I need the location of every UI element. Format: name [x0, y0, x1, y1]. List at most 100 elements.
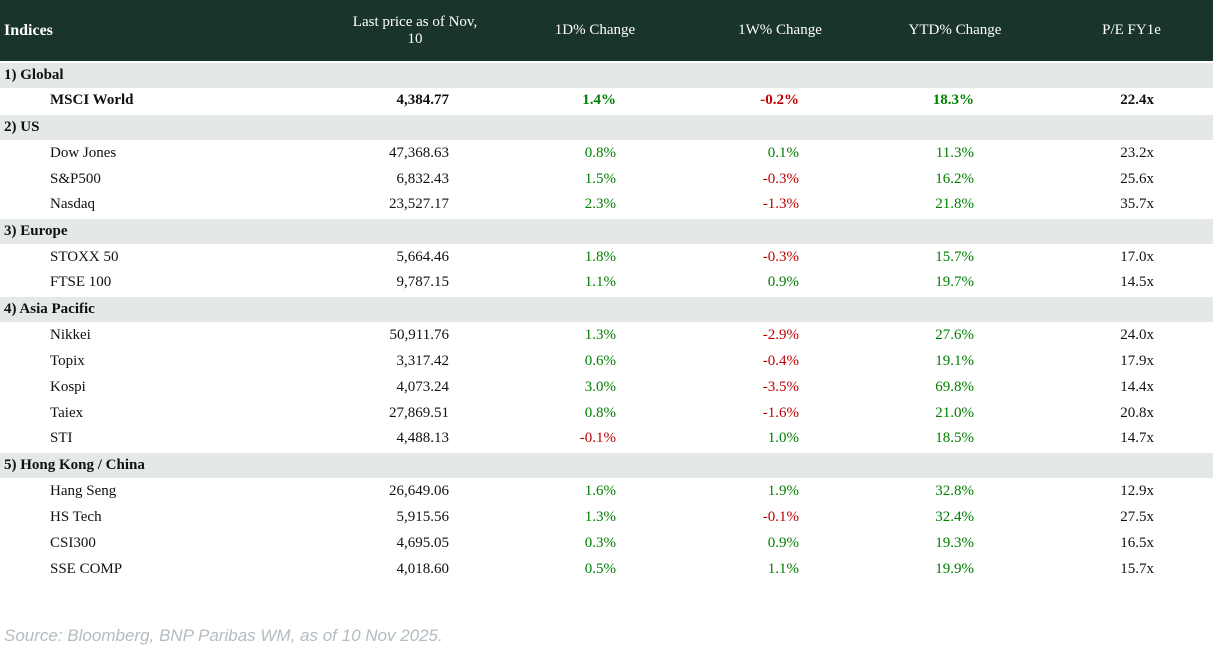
index-name: Nikkei — [50, 326, 91, 343]
index-name: S&P500 — [50, 170, 101, 187]
1w-change-cell: -0.3% — [762, 248, 799, 265]
pe-fy1e-cell: 17.9x — [1120, 352, 1154, 369]
table-row: Nasdaq 23,527.17 2.3% -1.3% 21.8% 35.7x — [0, 192, 1213, 218]
table-row: Taiex 27,869.51 0.8% -1.6% 21.0% 20.8x — [0, 400, 1213, 426]
1d-change-cell: 1.6% — [584, 482, 616, 499]
1w-change-cell: 0.9% — [767, 534, 799, 551]
last-price-cell: 4,018.60 — [396, 560, 450, 577]
last-price-cell: 27,869.51 — [389, 404, 449, 421]
table-row: Topix 3,317.42 0.6% -0.4% 19.1% 17.9x — [0, 348, 1213, 374]
column-header-1d-change: 1D% Change — [490, 0, 700, 62]
section-row: 3) Europe — [0, 217, 1213, 245]
pe-fy1e-cell: 20.8x — [1120, 404, 1154, 421]
ytd-change-cell: 19.3% — [935, 534, 974, 551]
1w-change-cell: -0.3% — [762, 170, 799, 187]
ytd-change-cell: 19.9% — [935, 560, 974, 577]
1d-change-cell: 0.6% — [584, 352, 616, 369]
table-row: MSCI World 4,384.77 1.4% -0.2% 18.3% 22.4x — [0, 88, 1213, 114]
ytd-change-cell: 27.6% — [935, 326, 974, 343]
index-name: Dow Jones — [50, 144, 117, 161]
last-price-cell: 4,073.24 — [396, 378, 450, 395]
last-price-cell: 23,527.17 — [389, 196, 449, 212]
index-name: STOXX 50 — [50, 248, 119, 265]
table-row: Dow Jones 47,368.63 0.8% 0.1% 11.3% 23.2x — [0, 140, 1213, 166]
1w-change-cell: -0.1% — [762, 508, 799, 525]
1w-change-cell: 1.0% — [767, 430, 799, 446]
column-header-last-price: Last price as of Nov, 10 — [340, 0, 490, 62]
1w-change-cell: -2.9% — [762, 326, 799, 343]
column-header-ytd-change: YTD% Change — [860, 0, 1050, 62]
last-price-cell: 5,664.46 — [396, 248, 450, 265]
ytd-change-cell: 21.8% — [935, 196, 974, 212]
table-row: S&P500 6,832.43 1.5% -0.3% 16.2% 25.6x — [0, 166, 1213, 192]
table-body: 1) Global MSCI World 4,384.77 1.4% -0.2% 18.3… — [0, 61, 1213, 582]
1w-change-cell: -1.3% — [762, 196, 799, 212]
last-price-cell: 47,368.63 — [389, 144, 449, 161]
table-row: Hang Seng 26,649.06 1.6% 1.9% 32.8% 12.9x — [0, 478, 1213, 504]
section-label: 1) Global — [0, 61, 1213, 89]
index-name: Hang Seng — [50, 482, 117, 499]
index-name: MSCI World — [50, 92, 134, 109]
index-name: CSI300 — [50, 534, 96, 551]
table-row: SSE COMP 4,018.60 0.5% 1.1% 19.9% 15.7x — [0, 556, 1213, 582]
1w-change-cell: 0.1% — [767, 144, 799, 161]
last-price-cell: 4,488.13 — [396, 430, 450, 446]
1w-change-cell: -0.4% — [762, 352, 799, 369]
pe-fy1e-cell: 12.9x — [1120, 482, 1154, 499]
1w-change-cell: -0.2% — [760, 92, 799, 109]
index-name: Kospi — [50, 378, 86, 395]
pe-fy1e-cell: 23.2x — [1120, 144, 1154, 161]
section-row: 5) Hong Kong / China — [0, 451, 1213, 479]
section-label: 3) Europe — [0, 217, 1213, 245]
section-label: 4) Asia Pacific — [0, 295, 1213, 323]
ytd-change-cell: 21.0% — [935, 404, 974, 421]
1d-change-cell: 1.8% — [584, 248, 616, 265]
ytd-change-cell: 19.7% — [935, 274, 974, 290]
ytd-change-cell: 18.3% — [932, 92, 974, 109]
index-name: STI — [50, 430, 73, 446]
section-row: 2) US — [0, 113, 1213, 141]
table-row: FTSE 100 9,787.15 1.1% 0.9% 19.7% 14.5x — [0, 270, 1213, 296]
1d-change-cell: 2.3% — [584, 196, 616, 212]
pe-fy1e-cell: 27.5x — [1120, 508, 1154, 525]
last-price-cell: 3,317.42 — [396, 352, 450, 369]
1d-change-cell: -0.1% — [579, 430, 616, 446]
table-row: STOXX 50 5,664.46 1.8% -0.3% 15.7% 17.0x — [0, 244, 1213, 270]
1d-change-cell: 1.5% — [584, 170, 616, 187]
1d-change-cell: 1.4% — [582, 92, 616, 109]
table-row: STI 4,488.13 -0.1% 1.0% 18.5% 14.7x — [0, 426, 1213, 452]
1w-change-cell: -1.6% — [762, 404, 799, 421]
1d-change-cell: 3.0% — [584, 378, 616, 395]
1w-change-cell: 1.1% — [767, 560, 799, 577]
column-header-pe-fy1e: P/E FY1e — [1050, 0, 1213, 62]
index-name: Topix — [50, 352, 85, 369]
last-price-cell: 5,915.56 — [396, 508, 450, 525]
index-name: HS Tech — [50, 508, 102, 525]
1d-change-cell: 0.8% — [584, 144, 616, 161]
1w-change-cell: 0.9% — [767, 274, 799, 290]
pe-fy1e-cell: 14.7x — [1120, 430, 1154, 446]
table-row: Kospi 4,073.24 3.0% -3.5% 69.8% 14.4x — [0, 374, 1213, 400]
ytd-change-cell: 11.3% — [935, 144, 974, 161]
source-note: Source: Bloomberg, BNP Paribas WM, as of… — [4, 626, 443, 645]
index-name: Nasdaq — [50, 196, 95, 212]
ytd-change-cell: 15.7% — [935, 248, 974, 265]
ytd-change-cell: 32.4% — [935, 508, 974, 525]
section-row: 1) Global — [0, 61, 1213, 89]
last-price-cell: 4,695.05 — [396, 534, 450, 551]
ytd-change-cell: 69.8% — [935, 378, 974, 395]
pe-fy1e-cell: 25.6x — [1120, 170, 1154, 187]
1d-change-cell: 1.1% — [584, 274, 616, 290]
last-price-cell: 6,832.43 — [396, 170, 450, 187]
table-header-row: Indices Last price as of Nov, 10 1D% Cha… — [0, 0, 1213, 62]
section-label: 2) US — [0, 113, 1213, 141]
ytd-change-cell: 16.2% — [935, 170, 974, 187]
section-label: 5) Hong Kong / China — [0, 451, 1213, 479]
ytd-change-cell: 19.1% — [935, 352, 974, 369]
index-name: FTSE 100 — [50, 274, 112, 290]
indices-table: Indices Last price as of Nov, 10 1D% Cha… — [0, 0, 1213, 582]
last-price-cell: 4,384.77 — [396, 92, 450, 109]
ytd-change-cell: 18.5% — [935, 430, 974, 446]
column-header-1w-change: 1W% Change — [700, 0, 860, 62]
